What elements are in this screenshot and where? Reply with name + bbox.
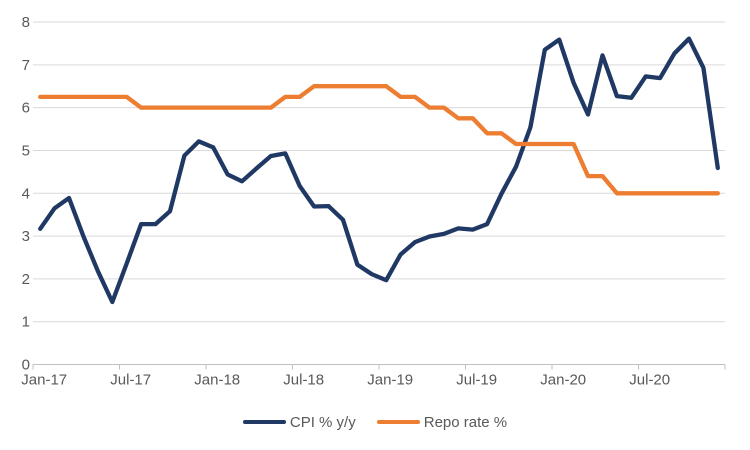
legend-label-repo: Repo rate % (423, 413, 508, 431)
y-axis-label: 7 (22, 57, 30, 74)
y-axis-label: 4 (22, 185, 30, 202)
x-axis-label: Jan-17 (21, 372, 67, 389)
y-axis-label: 2 (22, 271, 30, 288)
repo-rate-line (38, 84, 720, 196)
x-axis-label: Jul-18 (283, 372, 324, 389)
x-axis-label: Jul-17 (110, 372, 151, 389)
x-axis-label: Jan-18 (194, 372, 240, 389)
y-axis-label: 5 (22, 142, 30, 159)
legend-swatch-repo-line (376, 420, 420, 424)
x-axis-label: Jul-19 (456, 372, 497, 389)
y-axis-label: 6 (22, 100, 30, 117)
x-axis-label: Jul-20 (629, 372, 670, 389)
x-axis-label: Jan-20 (540, 372, 586, 389)
legend-swatch-cpi-line (242, 420, 286, 424)
y-axis-label: 0 (22, 357, 30, 374)
y-axis-label: 3 (22, 228, 30, 245)
y-axis-label: 8 (22, 14, 30, 31)
legend-label-cpi: CPI % y/y (289, 413, 356, 431)
chart-legend: CPI % y/y Repo rate % (0, 412, 750, 432)
y-axis-label: 1 (22, 314, 30, 331)
x-axis-label: Jan-19 (367, 372, 413, 389)
legend-item-cpi: CPI % y/y (242, 413, 356, 431)
cpi-line (38, 36, 720, 305)
legend-item-repo: Repo rate % (376, 413, 508, 431)
